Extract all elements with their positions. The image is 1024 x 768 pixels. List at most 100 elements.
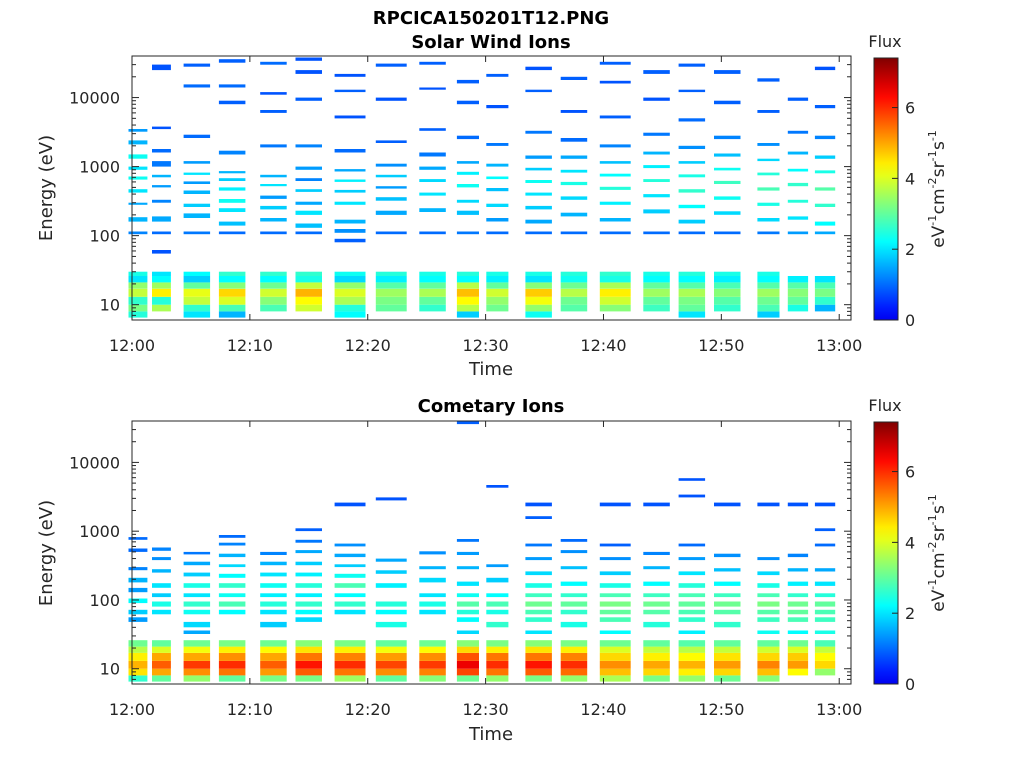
heatmap-cell <box>757 571 780 576</box>
heatmap-cell <box>599 646 631 653</box>
heatmap-cell <box>486 675 509 682</box>
heatmap-cell <box>560 196 588 200</box>
heatmap-cell <box>486 646 509 653</box>
heatmap-cell <box>643 282 670 289</box>
heatmap-cell <box>456 652 479 661</box>
colorbar-tick-label: 0 <box>905 311 915 330</box>
heatmap-cell <box>714 593 741 598</box>
heatmap-cell <box>419 231 446 235</box>
heatmap-cell <box>678 89 706 93</box>
heatmap-cell <box>678 675 706 682</box>
y-tick-label: 1000 <box>79 522 120 541</box>
heatmap-cell <box>375 197 407 201</box>
heatmap-cell <box>152 668 171 676</box>
heatmap-cell <box>678 646 706 653</box>
heatmap-cell <box>419 87 446 90</box>
heatmap-cell <box>560 231 588 235</box>
heatmap-cell <box>128 577 148 583</box>
cometary-ions-colorbar-gradient <box>874 422 898 684</box>
x-tick-label: 13:00 <box>816 336 862 355</box>
heatmap-cell <box>218 675 246 682</box>
y-tick-label: 10000 <box>69 453 120 472</box>
heatmap-cell <box>486 188 509 192</box>
heatmap-cell <box>486 577 509 583</box>
heatmap-cell <box>678 271 706 276</box>
heatmap-cell <box>456 609 479 615</box>
y-tick-label: 100 <box>89 591 120 610</box>
heatmap-cell <box>643 640 670 647</box>
heatmap-cell <box>152 276 171 283</box>
heatmap-cell <box>295 271 322 276</box>
heatmap-cell <box>714 668 741 676</box>
heatmap-cell <box>643 288 670 297</box>
heatmap-cell <box>334 282 366 289</box>
heatmap-cell <box>599 304 631 312</box>
heatmap-cell <box>260 675 287 682</box>
heatmap-cell <box>334 583 366 588</box>
heatmap-cell <box>375 276 407 283</box>
heatmap-cell <box>456 660 479 669</box>
heatmap-cell <box>525 630 552 634</box>
heatmap-cell <box>757 276 780 283</box>
x-tick-label: 12:20 <box>345 700 391 719</box>
heatmap-cell <box>456 271 479 276</box>
heatmap-cell <box>152 304 171 312</box>
heatmap-cell <box>560 288 588 297</box>
heatmap-cell <box>757 288 780 297</box>
heatmap-cell <box>152 161 171 167</box>
heatmap-cell <box>260 652 287 661</box>
heatmap-cell <box>152 646 171 653</box>
heatmap-cell <box>787 593 809 598</box>
heatmap-cell <box>560 581 588 586</box>
heatmap-cell <box>757 158 780 162</box>
heatmap-cell <box>128 567 148 571</box>
heatmap-cell <box>757 304 780 312</box>
heatmap-cell <box>375 186 407 189</box>
heatmap-cell <box>334 73 366 77</box>
heatmap-cell <box>128 276 148 283</box>
heatmap-cell <box>787 601 809 607</box>
heatmap-cell <box>599 288 631 297</box>
heatmap-cell <box>375 304 407 312</box>
heatmap-cell <box>643 132 670 136</box>
heatmap-cell <box>814 276 836 283</box>
heatmap-cell <box>560 675 588 682</box>
heatmap-cell <box>643 566 670 570</box>
heatmap-cell <box>419 288 446 297</box>
heatmap-cell <box>599 543 631 547</box>
heatmap-cell <box>757 583 780 588</box>
heatmap-cell <box>218 150 246 155</box>
heatmap-cell <box>560 601 588 607</box>
heatmap-cell <box>714 675 741 682</box>
heatmap-cell <box>295 572 322 577</box>
heatmap-cell <box>525 593 552 598</box>
heatmap-cell <box>218 573 246 578</box>
heatmap-cell <box>525 219 552 224</box>
heatmap-cell <box>152 609 171 615</box>
heatmap-cell <box>375 63 407 67</box>
heatmap-cell <box>525 516 552 519</box>
heatmap-cell <box>152 547 171 551</box>
heatmap-cell <box>643 593 670 598</box>
heatmap-cell <box>375 558 407 562</box>
heatmap-cell <box>599 271 631 276</box>
heatmap-cell <box>419 609 446 615</box>
heatmap-cell <box>183 190 211 194</box>
heatmap-cell <box>560 539 588 542</box>
heatmap-cell <box>678 494 706 498</box>
cometary-ions-y-label: Energy (eV) <box>36 500 57 606</box>
heatmap-cell <box>599 201 631 205</box>
heatmap-cell <box>183 609 211 615</box>
heatmap-cell <box>525 557 552 561</box>
heatmap-cell <box>183 646 211 653</box>
heatmap-cell <box>486 276 509 283</box>
heatmap-cell <box>183 181 211 184</box>
heatmap-cell <box>128 587 148 593</box>
heatmap-cell <box>334 288 366 297</box>
heatmap-cell <box>334 89 366 93</box>
heatmap-cell <box>152 652 171 661</box>
heatmap-cell <box>218 304 246 312</box>
heatmap-cell <box>295 57 322 61</box>
heatmap-cell <box>757 640 780 647</box>
figure-title: RPCICA150201T12.PNG <box>373 8 609 29</box>
